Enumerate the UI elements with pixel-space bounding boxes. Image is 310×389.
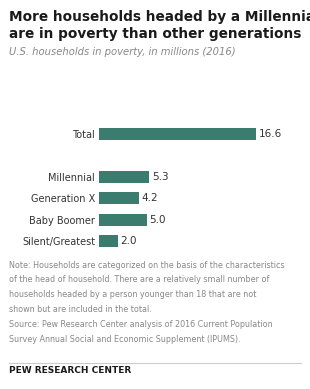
Text: Source: Pew Research Center analysis of 2016 Current Population: Source: Pew Research Center analysis of …	[9, 320, 273, 329]
Text: Survey Annual Social and Economic Supplement (IPUMS).: Survey Annual Social and Economic Supple…	[9, 335, 241, 343]
Bar	[99, 214, 147, 226]
Text: U.S. households in poverty, in millions (2016): U.S. households in poverty, in millions …	[9, 47, 236, 57]
Bar	[99, 235, 118, 247]
Text: 4.2: 4.2	[141, 193, 158, 203]
Text: households headed by a person younger than 18 that are not: households headed by a person younger th…	[9, 290, 257, 299]
Bar	[99, 171, 149, 183]
Text: of the head of household. There are a relatively small number of: of the head of household. There are a re…	[9, 275, 270, 284]
Bar	[99, 128, 256, 140]
Text: 5.3: 5.3	[152, 172, 168, 182]
Text: 2.0: 2.0	[121, 236, 137, 246]
Bar	[99, 193, 139, 204]
Text: are in poverty than other generations: are in poverty than other generations	[9, 27, 302, 41]
Text: Note: Households are categorized on the basis of the characteristics: Note: Households are categorized on the …	[9, 261, 285, 270]
Text: PEW RESEARCH CENTER: PEW RESEARCH CENTER	[9, 366, 131, 375]
Text: shown but are included in the total.: shown but are included in the total.	[9, 305, 152, 314]
Text: 5.0: 5.0	[149, 215, 165, 225]
Text: 16.6: 16.6	[259, 129, 282, 139]
Text: More households headed by a Millennial: More households headed by a Millennial	[9, 10, 310, 24]
